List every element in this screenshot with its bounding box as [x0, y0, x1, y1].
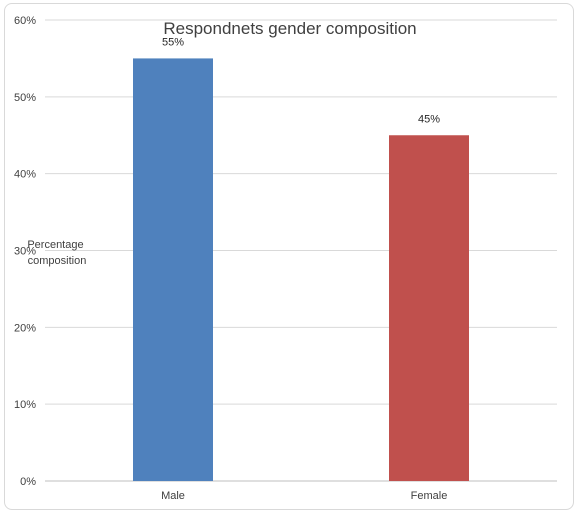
y-tick-label: 30% [14, 246, 36, 258]
bar-female [389, 135, 469, 481]
bar-male [133, 58, 213, 482]
y-tick-label: 50% [14, 92, 36, 104]
labels: 0% 10% 20% 30% 40% 50% 60% 55% Male 45% Female [14, 15, 447, 502]
y-axis-label-line-1: Percentage [27, 239, 83, 251]
gridlines [45, 19, 557, 482]
y-tick-label: 10% [14, 399, 36, 411]
y-axis-label: Percentage composition [27, 239, 86, 267]
chart-title: Respondnets gender composition [163, 19, 416, 38]
data-label-male: 55% [162, 36, 184, 48]
y-tick-label: 0% [20, 476, 36, 488]
x-tick-label-male: Male [161, 490, 185, 502]
x-tick-label-female: Female [411, 490, 448, 502]
y-axis-label-line-2: composition [28, 255, 87, 267]
chart-frame [4, 3, 574, 510]
y-tick-label: 40% [14, 169, 36, 181]
bars [133, 58, 469, 482]
y-tick-label: 20% [14, 322, 36, 334]
y-tick-label: 60% [14, 15, 36, 27]
data-label-female: 45% [418, 113, 440, 125]
